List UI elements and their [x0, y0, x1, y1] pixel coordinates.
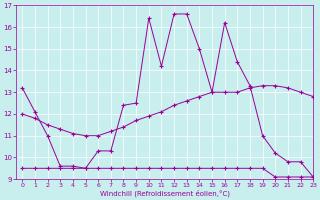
X-axis label: Windchill (Refroidissement éolien,°C): Windchill (Refroidissement éolien,°C) [100, 190, 229, 197]
